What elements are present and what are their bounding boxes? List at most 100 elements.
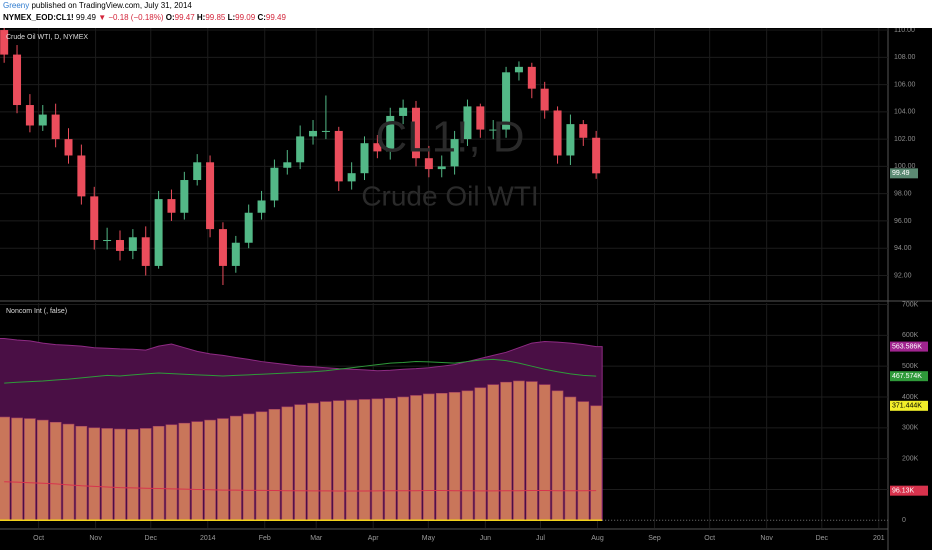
y-tick-label: 0 [902, 517, 906, 524]
bar [62, 423, 75, 521]
candle-body [373, 143, 382, 152]
y-tick-label: 92.00 [894, 272, 912, 279]
bar [551, 390, 564, 521]
candle-body [514, 66, 523, 73]
bar [88, 427, 101, 521]
bar [294, 404, 306, 521]
bar [242, 413, 255, 521]
x-tick-label: Sep [648, 535, 661, 542]
bar [371, 398, 384, 521]
last-price-box [890, 168, 918, 179]
last-value-box [890, 400, 928, 411]
bar [268, 409, 281, 521]
y-tick-label: 108.00 [894, 54, 916, 61]
change: −0.18 (−0.18%) [108, 13, 164, 22]
bar [577, 401, 590, 521]
bar [461, 390, 474, 521]
candle-body [566, 124, 575, 156]
candle-body [13, 54, 22, 106]
arrow: ▼ [98, 13, 107, 22]
y-tick-label: 104.00 [894, 109, 916, 116]
close: 99.49 [265, 13, 286, 22]
x-tick-label: Dec [816, 535, 829, 542]
quote-line: NYMEX_EOD:CL1! 99.49 ▼ −0.18 (−0.18%) O:… [0, 12, 932, 24]
last-value-box [890, 371, 928, 382]
o-label: O: [165, 13, 175, 22]
candle-body [411, 107, 420, 159]
last-value-label: 563.586K [892, 343, 922, 350]
bar [127, 429, 139, 521]
candle-body [360, 143, 369, 174]
candle-body [64, 139, 73, 156]
candle-body [0, 30, 9, 55]
last-value-label: 96.13K [892, 488, 915, 495]
candle-body [334, 130, 343, 182]
line [4, 358, 597, 384]
y-tick-label: 600K [902, 332, 919, 339]
candle-body [193, 162, 202, 181]
bar [255, 411, 268, 521]
bar [230, 415, 242, 521]
y-tick-label: 100.00 [894, 163, 916, 170]
bar [397, 396, 409, 521]
bar [358, 399, 371, 521]
author[interactable]: Greeny [3, 1, 30, 10]
y-tick-label: 500K [902, 363, 919, 370]
watermark: CL1!, D Crude Oil WTI [361, 113, 538, 212]
bar [384, 397, 397, 521]
bar [36, 419, 49, 521]
published: published on TradingView.com, July 31, 2… [31, 1, 192, 10]
candle-body [90, 196, 99, 241]
bar [0, 416, 10, 521]
candle-body [231, 242, 240, 266]
candle-body [51, 114, 60, 140]
candle-body [463, 106, 472, 140]
y-tick-label: 98.00 [894, 190, 912, 197]
bar [435, 393, 448, 521]
chart: 92.00 94.00 96.00 98.00 100.00 102.00 104.00 10… [0, 28, 932, 550]
x-tick-label: Feb [259, 535, 271, 542]
candle-body [399, 107, 408, 116]
candle-body [437, 166, 446, 170]
bar [487, 384, 500, 521]
x-tick-label: Oct [704, 535, 715, 542]
candle-body [347, 173, 356, 182]
bar [320, 401, 332, 521]
bar [114, 428, 126, 521]
y-tick-label: 94.00 [894, 245, 912, 252]
candle-body [180, 180, 189, 213]
x-tick-label: Oct [33, 535, 44, 542]
bar [139, 428, 152, 521]
candle-body [103, 240, 112, 242]
candle-body [154, 199, 163, 266]
bar [24, 418, 36, 521]
last: 99.49 [75, 13, 96, 22]
candle-body [128, 237, 137, 251]
x-tick-label: 201 [873, 535, 885, 542]
header: Greeny published on TradingView.com, Jul… [0, 0, 932, 28]
x-tick-label: 2014 [200, 535, 216, 542]
x-tick-label: Jul [536, 535, 545, 542]
bar [11, 417, 23, 521]
x-tick-label: Aug [591, 535, 604, 542]
bar [590, 405, 602, 521]
bar [345, 399, 358, 521]
x-tick-label: May [422, 535, 436, 542]
y-tick-label: 300K [902, 425, 919, 432]
y-tick-label: 106.00 [894, 81, 916, 88]
candle-body [540, 88, 549, 111]
y-tick-label: 102.00 [894, 136, 916, 143]
bar [165, 424, 178, 521]
line [4, 481, 597, 492]
bar [307, 402, 319, 521]
x-tick-label: Apr [368, 535, 380, 542]
candle-body [476, 106, 485, 130]
candle-body [309, 130, 318, 137]
l-label: L: [227, 13, 236, 22]
last-value-label: 467.574K [892, 373, 922, 380]
bar [49, 421, 62, 521]
candle-body [553, 110, 562, 156]
candle-body [502, 72, 511, 130]
candle-body [244, 212, 253, 243]
bar [526, 381, 538, 521]
